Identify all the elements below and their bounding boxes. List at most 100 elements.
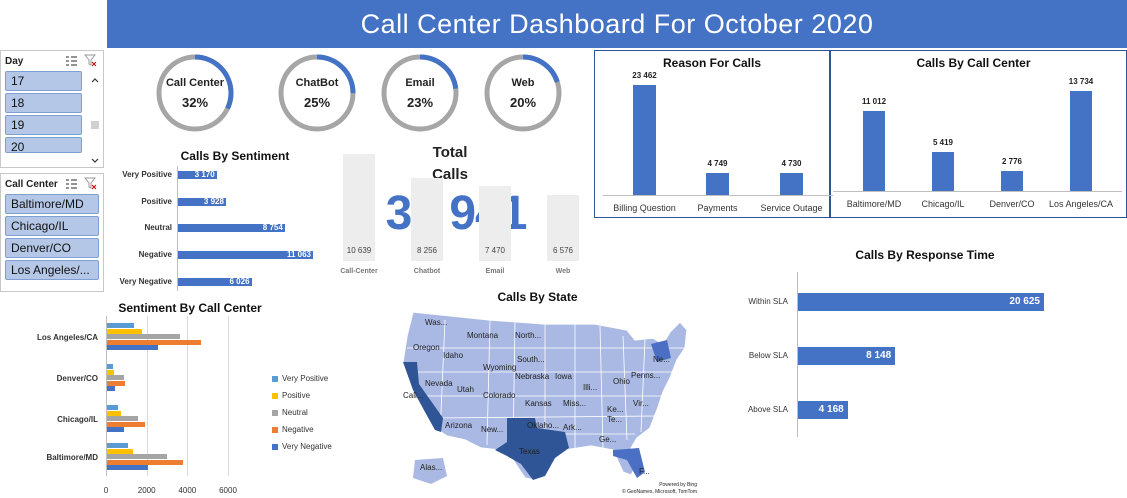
day-item-18[interactable]: 18: [5, 93, 82, 113]
donut-ring: [156, 54, 234, 132]
sentiment-center-bar: [107, 459, 184, 465]
map-state-label: Utah: [457, 385, 474, 394]
sentiment-center-bar: [107, 416, 138, 421]
map-credit-bing: Powered by Bing: [659, 482, 697, 488]
call-center-item-chicago[interactable]: Chicago/IL: [5, 216, 99, 236]
center-chart-title: Calls By Call Center: [916, 56, 1031, 70]
donut-ring: [381, 54, 459, 132]
response-category-label: Within SLA: [748, 297, 788, 306]
legend-swatch: [272, 443, 278, 450]
sentiment-bar: [178, 251, 313, 259]
sentiment-center-legend-item: Negative: [272, 425, 314, 434]
legend-label: Positive: [282, 391, 311, 400]
map-state-label: Ke...: [607, 405, 623, 414]
total-title-line1: Total: [432, 144, 468, 161]
multi-select-icon[interactable]: [65, 177, 78, 190]
legend-swatch: [272, 392, 278, 399]
reason-category-label: Payments: [697, 203, 738, 213]
map-state-label: F...: [639, 467, 650, 476]
sentiment-center-bar: [107, 375, 125, 380]
call-center-slicer[interactable]: Call Center Baltimore/MD Chicago/IL Denv…: [0, 173, 104, 292]
total-column-bar: [343, 154, 375, 261]
donut-label: ChatBot: [295, 77, 339, 89]
call-center-slicer-header: Call Center: [1, 174, 103, 194]
sentiment-center-bar: [107, 427, 125, 432]
response-bar-label: 20 625: [1009, 296, 1040, 307]
reason-bar: [706, 172, 729, 195]
map-state-label: Ge...: [599, 435, 616, 444]
sentiment-center-legend-item: Very Negative: [272, 442, 332, 451]
map-state-label: Ark...: [563, 423, 582, 432]
sentiment-center-bar: [107, 421, 145, 427]
day-scrollbar[interactable]: [89, 75, 101, 167]
total-column-category: Call-Center: [340, 268, 378, 275]
alaska-shape: [413, 458, 447, 484]
sentiment-center-chart-title: Sentiment By Call Center: [118, 301, 262, 315]
map-credit-sources: © GeoNames, Microsoft, TomTom: [622, 488, 697, 495]
sentiment-center-category-label: Denver/CO: [56, 374, 98, 383]
sentiment-center-bar: [107, 345, 158, 350]
map-state-label: North...: [515, 331, 541, 340]
day-slicer[interactable]: Day 17 18 19 20: [0, 50, 104, 168]
clear-filter-icon[interactable]: [84, 177, 97, 190]
map-state-label: Wyoming: [483, 363, 516, 372]
total-column-value: 6 576: [552, 246, 574, 255]
map-state-label: Cali...: [403, 391, 423, 400]
reason-bar-label: 4 730: [781, 158, 802, 168]
map-title: Calls By State: [497, 290, 578, 304]
channel-donut: ChatBot 25%: [277, 53, 357, 133]
legend-label: Very Positive: [282, 374, 329, 383]
day-item-20[interactable]: 20: [5, 137, 82, 153]
call-center-item-los-angeles[interactable]: Los Angeles/...: [5, 260, 99, 280]
response-bar-label: 8 148: [866, 350, 892, 361]
response-axis: [797, 272, 798, 437]
total-column-bar: [411, 177, 443, 261]
channel-donut: Call Center 32%: [155, 53, 235, 133]
day-item-17[interactable]: 17: [5, 71, 82, 91]
sentiment-bar-label: 8 754: [262, 223, 283, 232]
sentiment-category-label: Negative: [138, 250, 172, 259]
call-center-item-denver[interactable]: Denver/CO: [5, 238, 99, 258]
sentiment-category-label: Very Positive: [122, 170, 172, 179]
sentiment-center-bar: [107, 443, 129, 448]
scroll-down-icon: [91, 158, 99, 163]
center-axis: [833, 191, 1122, 192]
sentiment-center-category-label: Chicago/IL: [57, 415, 98, 424]
legend-label: Negative: [282, 425, 314, 434]
map-state-label: Nevada: [425, 379, 453, 388]
dashboard-title: Call Center Dashboard For October 2020: [360, 9, 874, 39]
reason-bar: [780, 172, 803, 195]
response-bar-label: 4 168: [818, 404, 844, 415]
center-category-label: Baltimore/MD: [846, 199, 902, 209]
donut-ring: [484, 54, 562, 132]
california-shape: [403, 362, 443, 432]
call-center-item-baltimore[interactable]: Baltimore/MD: [5, 194, 99, 214]
sentiment-category-label: Positive: [141, 197, 172, 206]
multi-select-icon[interactable]: [65, 54, 78, 67]
center-bar-label: 13 734: [1068, 77, 1094, 86]
map-state-label: Iowa: [555, 372, 572, 381]
sentiment-bar: [178, 198, 226, 206]
legend-label: Neutral: [282, 408, 308, 417]
center-bar: [1001, 170, 1023, 191]
sentiment-center-bar: [107, 380, 126, 386]
donut-label: Web: [511, 77, 535, 89]
map-state-label: Was...: [425, 318, 447, 327]
legend-label: Very Negative: [282, 442, 332, 451]
center-bar: [1070, 91, 1092, 191]
sentiment-bar-label: 3 928: [203, 197, 224, 206]
sentiment-center-legend-item: Positive: [272, 391, 310, 400]
channel-donut: Email 23%: [380, 53, 460, 133]
map-state-label: Oklaho...: [527, 421, 559, 430]
response-category-label: Below SLA: [748, 351, 788, 360]
day-item-19[interactable]: 19: [5, 115, 82, 135]
donut-percent: 23%: [406, 95, 434, 110]
map-state-label: Oregon: [413, 343, 440, 352]
sentiment-center-gridline: [106, 316, 107, 476]
clear-filter-icon[interactable]: [84, 54, 97, 67]
sentiment-axis: [177, 166, 178, 291]
legend-swatch: [272, 409, 278, 416]
sentiment-center-bar: [107, 369, 115, 375]
sentiment-center-xtick: 2000: [137, 486, 156, 495]
